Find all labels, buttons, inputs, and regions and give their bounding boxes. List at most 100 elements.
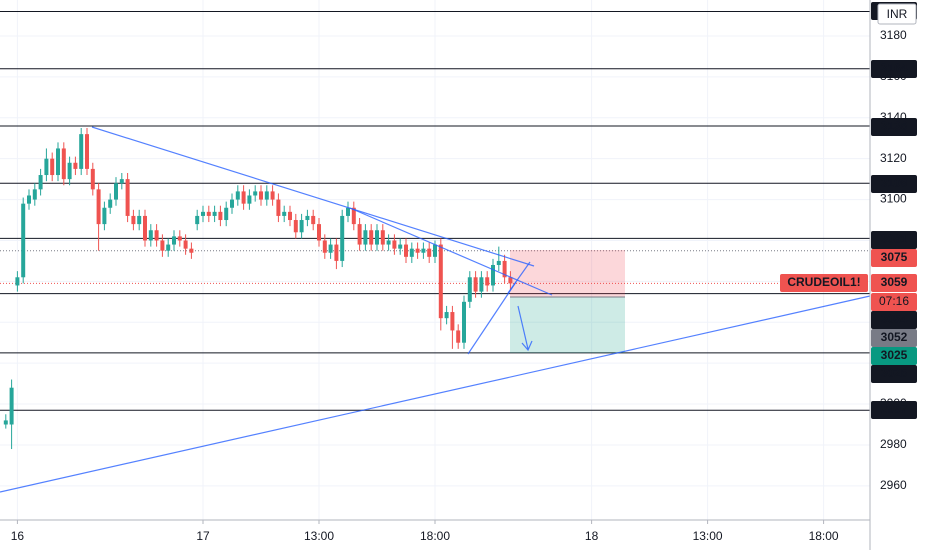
x-tick-label: 17 [196, 529, 210, 543]
candle-body [154, 230, 159, 241]
candle-body [311, 215, 316, 225]
candle-body [85, 134, 89, 169]
candle-body [427, 248, 432, 257]
candle-body [357, 224, 362, 245]
candle-body [421, 248, 426, 253]
candle-body [247, 195, 252, 204]
candles [3, 128, 513, 450]
candle-body [293, 220, 298, 233]
candle-body [363, 230, 368, 245]
candle-body [21, 203, 26, 278]
candle-body [166, 244, 171, 251]
level-box [871, 365, 917, 383]
candle-body [496, 260, 501, 266]
candle-body [386, 240, 391, 245]
candle-body [114, 183, 118, 200]
y-tick-label: 2960 [880, 478, 907, 492]
candle-body [119, 179, 124, 184]
price-box [871, 274, 917, 292]
level-label: 3136 [881, 119, 908, 133]
candle-body [462, 301, 466, 343]
candle-body [189, 248, 194, 253]
candle-body [32, 189, 37, 200]
trend-line [507, 261, 531, 294]
candle-body [15, 277, 20, 286]
x-tick-label: 18:00 [809, 529, 839, 543]
drawings [0, 126, 871, 493]
y-tick-label: 2980 [880, 437, 907, 451]
candle-body [317, 224, 321, 241]
candle-body [299, 220, 304, 233]
candle-body [491, 265, 495, 286]
x-tick-label: 13:00 [304, 529, 334, 543]
price-box [871, 329, 917, 347]
symbol-label: CRUDEOIL1! [787, 275, 860, 289]
candle-body [282, 211, 287, 216]
level-box [871, 311, 917, 329]
candle-body [79, 134, 84, 169]
candle-body [398, 244, 403, 249]
candle-body [172, 236, 176, 245]
candle-body [444, 312, 449, 319]
y-tick-label: 3120 [880, 151, 907, 165]
candle-body [195, 215, 200, 225]
candle-body [404, 244, 408, 257]
level-box [871, 401, 917, 419]
candle-body [183, 240, 188, 249]
candle-body [380, 230, 385, 245]
candle-body [485, 277, 490, 286]
candle-body [340, 215, 345, 261]
price-label: 3059 [881, 275, 908, 289]
candle-body [38, 175, 43, 190]
candle-body [230, 199, 234, 208]
candle-body [73, 162, 78, 169]
candle-body [90, 168, 95, 190]
candle-body [148, 230, 153, 241]
candle-body [305, 215, 310, 221]
candle-body [235, 191, 240, 200]
candle-body [392, 240, 397, 249]
candle-body [375, 230, 379, 245]
candle-body [108, 199, 113, 208]
x-tick-label: 13:00 [693, 529, 723, 543]
candle-body [61, 148, 66, 180]
x-tick-label: 16 [11, 529, 25, 543]
x-tick-label: 18:00 [420, 529, 450, 543]
candle-body [125, 179, 130, 216]
level-label: 3164 [881, 61, 908, 75]
symbol-box [780, 274, 868, 292]
candle-body [218, 211, 223, 221]
candle-body [44, 158, 49, 176]
arrow [517, 305, 529, 350]
candle-body [143, 215, 147, 241]
price-label: 3052 [881, 330, 908, 344]
grid [0, 0, 870, 520]
candle-body [467, 277, 472, 302]
countdown-box [871, 293, 917, 311]
price-box [871, 347, 917, 365]
candle-body [50, 158, 55, 176]
level-box [871, 60, 917, 78]
candle-body [56, 148, 60, 176]
candle-body [264, 191, 269, 200]
level-label: 3108 [881, 176, 908, 190]
candle-body [259, 191, 263, 200]
candle-body [3, 420, 8, 425]
candle-body [438, 244, 443, 319]
level-label: 2997 [881, 402, 908, 416]
candle-body [270, 191, 275, 200]
candle-body [328, 244, 333, 253]
candle-body [253, 191, 258, 196]
trend-line [349, 207, 553, 296]
candle-body [131, 215, 136, 225]
candle-body [433, 244, 437, 257]
candle-body [67, 162, 72, 180]
candle-body [241, 191, 246, 204]
candle-body [224, 207, 229, 221]
candle-body [502, 260, 507, 278]
candle-body [322, 240, 327, 253]
candle-body [27, 195, 31, 204]
x-tick-label: 18 [585, 529, 599, 543]
